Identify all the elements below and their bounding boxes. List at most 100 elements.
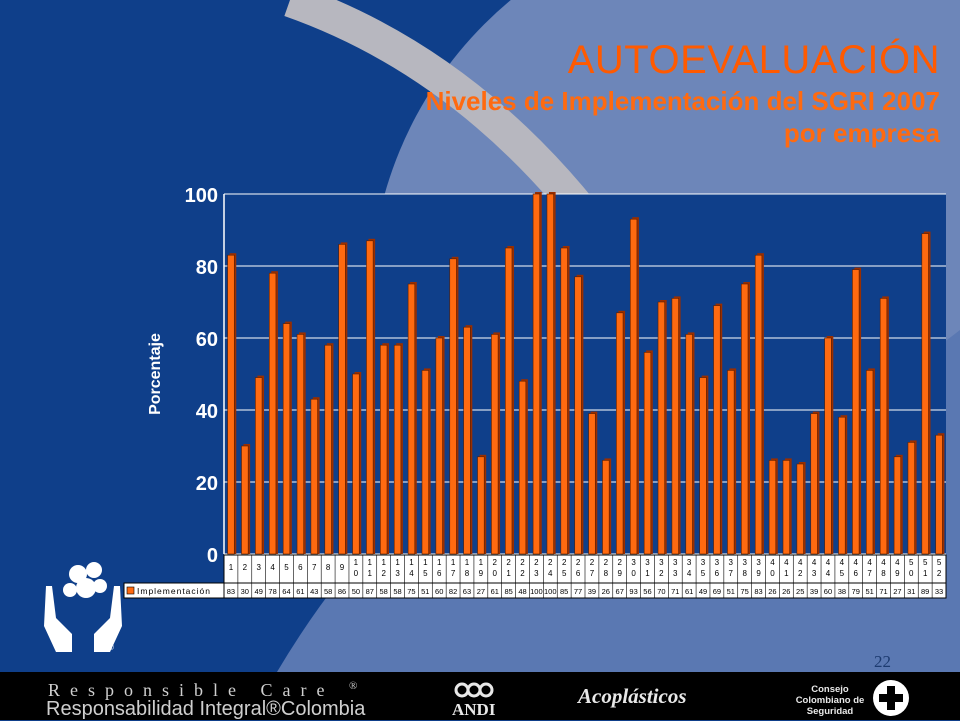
bar	[866, 370, 874, 555]
page-title: AUTOEVALUACIÓN	[567, 38, 940, 82]
bar	[463, 326, 471, 555]
value-label: 27	[477, 587, 485, 596]
value-label: 61	[296, 587, 304, 596]
category-label: 6	[298, 563, 303, 572]
value-label: 77	[574, 587, 582, 596]
legend-swatch	[126, 586, 135, 595]
responsabilidad-integral-text: Responsabilidad Integral®Colombia	[46, 698, 366, 720]
value-label: 49	[255, 587, 263, 596]
y-tick-label: 20	[196, 473, 218, 495]
y-tick-label: 80	[196, 257, 218, 279]
bar	[907, 442, 915, 555]
value-label: 82	[449, 587, 457, 596]
bar	[310, 398, 318, 555]
acoplasticos-logo: Acoplásticos	[578, 684, 687, 708]
bars	[227, 192, 945, 555]
value-label: 26	[782, 587, 790, 596]
bar	[268, 272, 277, 555]
bar	[713, 305, 721, 555]
bar	[393, 344, 402, 555]
bar	[629, 218, 638, 555]
value-label: 56	[643, 587, 651, 596]
value-label: 71	[671, 587, 679, 596]
value-label: 58	[393, 587, 401, 596]
andi-logo-icon	[454, 682, 494, 698]
footer-bar	[0, 672, 960, 720]
bar	[657, 301, 665, 555]
value-label: 79	[852, 587, 860, 596]
value-label: 71	[879, 587, 887, 596]
category-label: 2	[243, 563, 248, 572]
category-label: 5	[284, 563, 289, 572]
y-axis-label: Porcentaje	[147, 333, 164, 415]
bar	[324, 344, 332, 555]
category-label: 7	[312, 563, 317, 572]
bar	[435, 337, 443, 555]
value-label: 63	[463, 587, 471, 596]
value-label: 51	[865, 587, 873, 596]
bar	[616, 312, 624, 555]
andi-logo-text: ANDI	[452, 700, 496, 719]
bar	[227, 254, 235, 555]
y-tick-label: 40	[196, 401, 218, 423]
value-label: 58	[380, 587, 388, 596]
bar	[546, 193, 554, 555]
bar	[588, 413, 596, 555]
value-label: 83	[754, 587, 762, 596]
value-label: 70	[657, 587, 665, 596]
y-tick-label: 0	[207, 545, 218, 567]
bar	[935, 434, 943, 555]
bar	[782, 460, 790, 555]
y-tick-label: 60	[196, 329, 218, 351]
value-label: 50	[352, 587, 360, 596]
value-label: 67	[616, 587, 624, 596]
bar	[255, 377, 263, 555]
y-tick-label: 100	[185, 185, 218, 207]
consejo-seguridad-text: Consejo Colombiano de Seguridad	[795, 684, 865, 717]
value-label: 43	[310, 587, 318, 596]
bar	[574, 276, 582, 555]
bar	[518, 380, 527, 555]
bar	[282, 323, 291, 555]
bar	[352, 373, 360, 555]
red-cross-icon	[873, 680, 909, 716]
bar	[602, 460, 610, 555]
svg-text:®: ®	[108, 643, 114, 652]
category-label: 3	[256, 563, 261, 572]
bar	[338, 244, 346, 555]
page-subtitle-line2: por empresa	[783, 118, 940, 148]
value-label: 58	[324, 587, 332, 596]
bar	[741, 283, 749, 555]
value-label: 61	[685, 587, 693, 596]
page-subtitle: Niveles de Implementación del SGRI 2007	[425, 86, 940, 116]
bar	[893, 456, 902, 555]
bar	[796, 463, 804, 555]
value-label: 49	[699, 587, 707, 596]
category-label: 1	[229, 563, 234, 572]
value-label: 93	[629, 587, 637, 596]
value-label: 75	[407, 587, 415, 596]
bar	[407, 283, 416, 555]
bar	[505, 247, 513, 555]
category-label: 4	[270, 563, 275, 572]
value-label: 39	[588, 587, 596, 596]
bar	[671, 298, 679, 555]
value-label: 100	[544, 587, 557, 596]
value-label: 31	[907, 587, 915, 596]
